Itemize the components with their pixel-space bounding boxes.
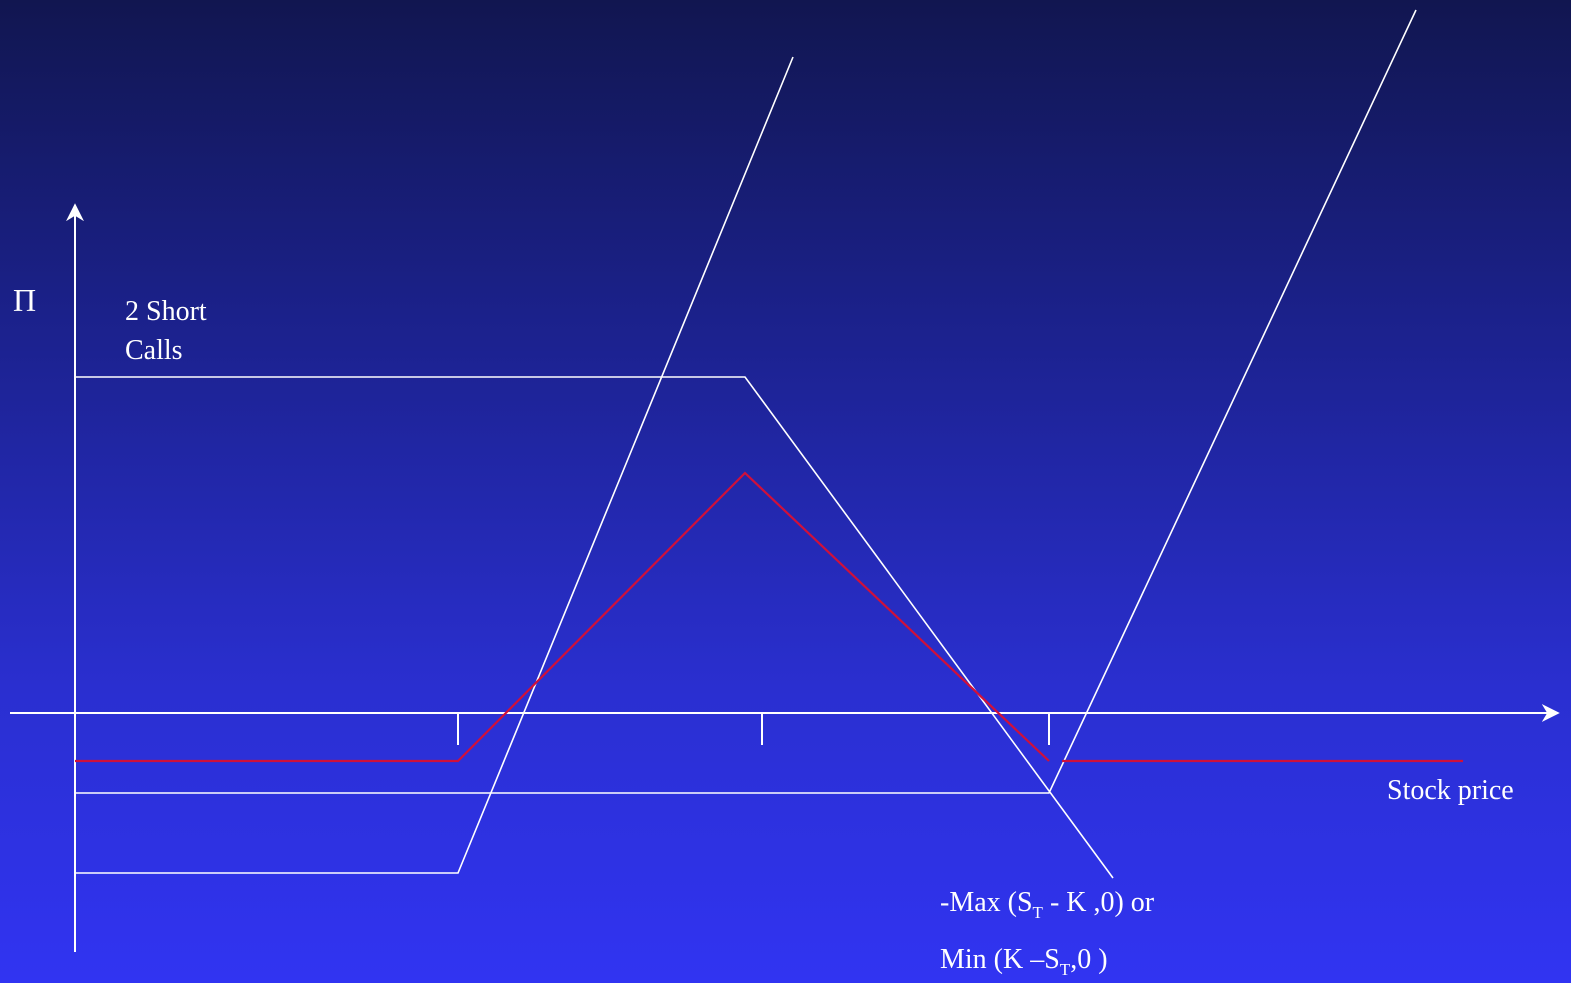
short-calls-label-line2: Calls (125, 335, 183, 366)
payoff-formula-line2-prefix: Min (K –S (940, 944, 1060, 975)
x-axis-label: Stock price (1387, 775, 1514, 806)
payoff-formula-line1-suffix: - K ,0) or (1042, 887, 1155, 918)
payoff-formula-line1-prefix: -Max (S (940, 887, 1033, 918)
long-call-high-strike-line (75, 9, 1417, 794)
payoff-formula-line2-suffix: ,0 ) (1070, 944, 1108, 975)
payoff-formula-line2-subscript: T (1059, 960, 1071, 979)
payoff-formula-line2: Min (K –ST,0 ) (940, 944, 1108, 979)
short-calls-label-line1: 2 Short (125, 296, 207, 327)
long-call-low-strike-line (75, 56, 794, 874)
y-axis-label: Π (13, 282, 37, 318)
payoff-formula-line1: -Max (ST - K ,0) or (940, 887, 1155, 922)
payoff-formula-line1-subscript: T (1032, 903, 1043, 922)
net-payoff-line (75, 471, 1050, 763)
two-short-calls-line (75, 376, 1114, 879)
